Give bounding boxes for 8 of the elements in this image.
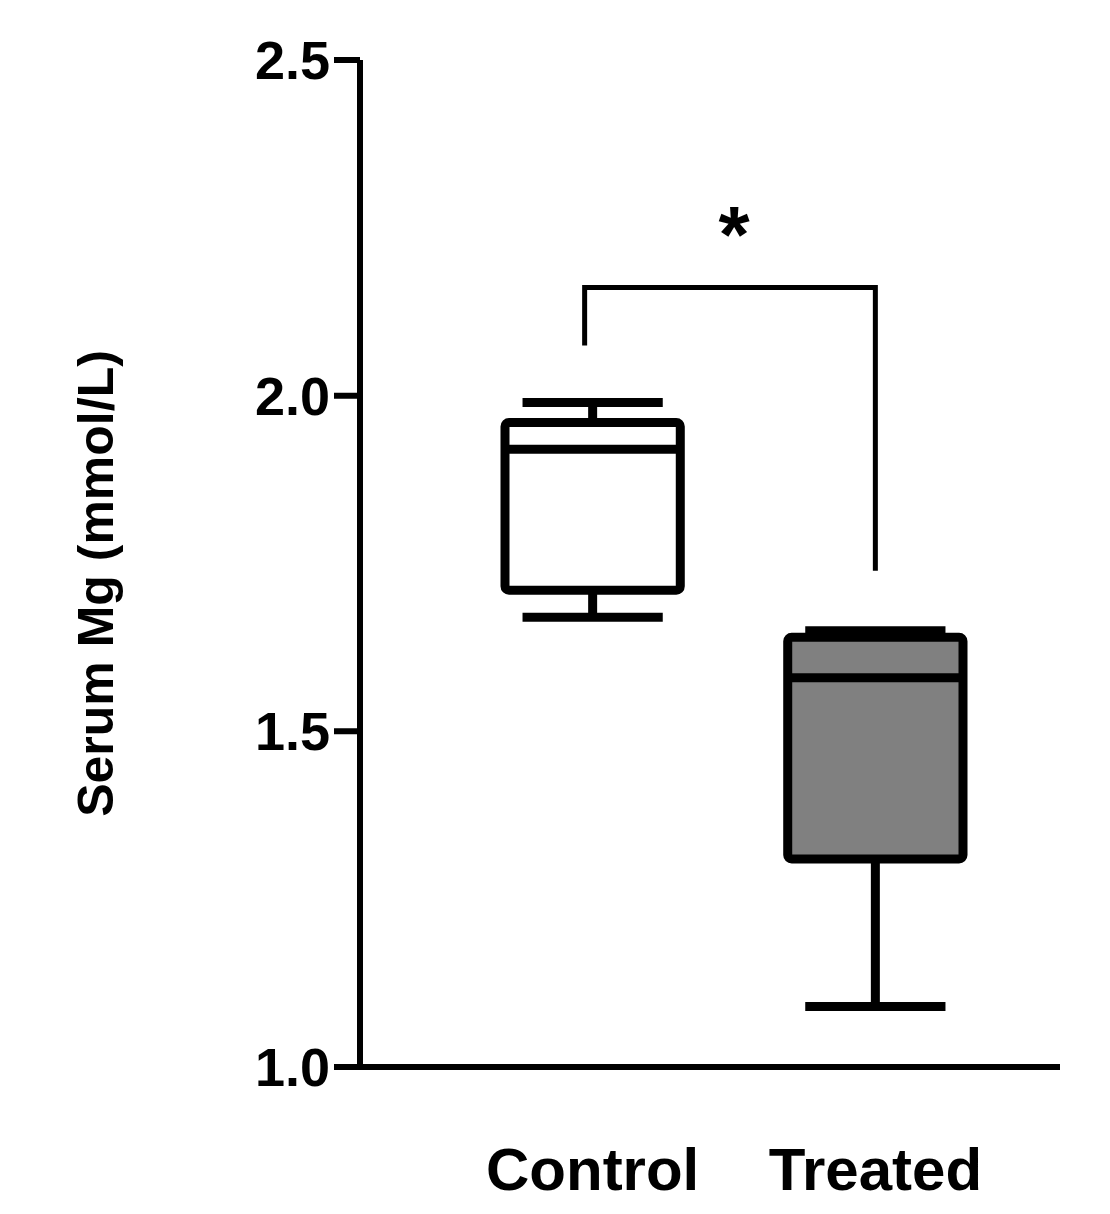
y-tick-label: 1.0 bbox=[254, 1036, 330, 1097]
y-axis-title: Serum Mg (mmol/L) bbox=[68, 350, 124, 817]
y-tick-label: 2.0 bbox=[254, 365, 330, 426]
y-tick-label: 1.5 bbox=[254, 701, 330, 762]
annotation: * bbox=[718, 190, 751, 280]
x-tick-label: Control bbox=[486, 1136, 700, 1203]
x-tick-label: Treated bbox=[768, 1136, 983, 1203]
y-tick-label: 2.5 bbox=[254, 29, 330, 90]
